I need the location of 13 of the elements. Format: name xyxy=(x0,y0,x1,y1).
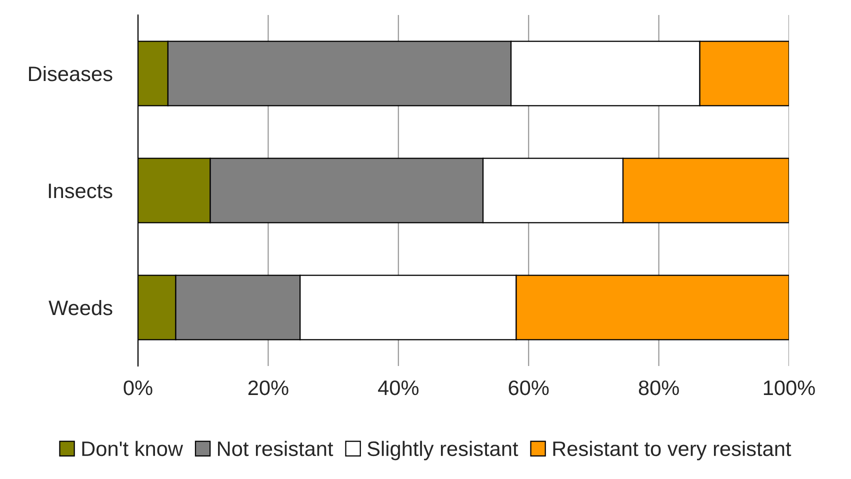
y-tick-label: Insects xyxy=(48,184,112,198)
x-tick-label: 60% xyxy=(508,380,549,396)
legend-label: Slightly resistant xyxy=(368,440,518,460)
legend-label: Not resistant xyxy=(218,440,334,456)
x-tick-label: 40% xyxy=(378,380,419,396)
y-tick-label: Diseases xyxy=(29,66,112,82)
legend-label: Don't know xyxy=(82,440,184,456)
x-tick-label: 100% xyxy=(764,380,815,396)
legend-label: Resistant to very resistant xyxy=(553,440,792,460)
y-tick-label: Weeds xyxy=(48,300,112,316)
x-tick-label: 20% xyxy=(248,380,288,396)
x-tick-label: 80% xyxy=(638,380,679,396)
x-tick-label: 0% xyxy=(124,380,152,396)
